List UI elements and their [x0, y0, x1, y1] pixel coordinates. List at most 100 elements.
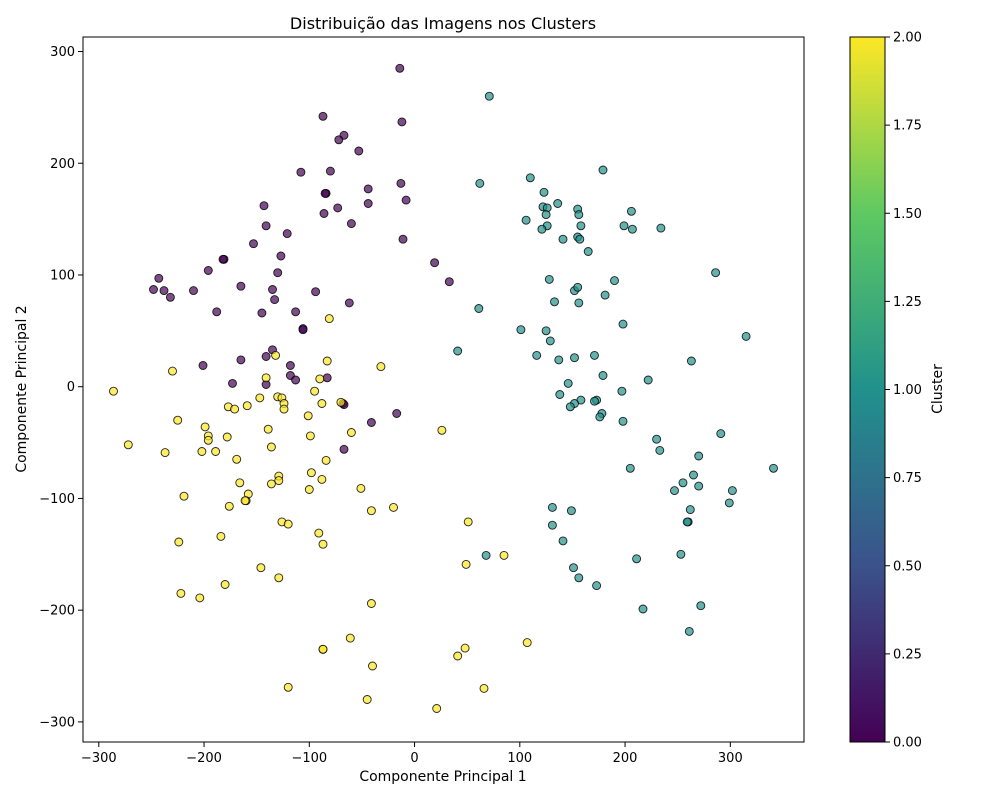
cluster-0-point — [236, 281, 246, 291]
cluster-0-point — [395, 63, 405, 73]
cluster-1-point — [684, 626, 694, 636]
cluster-0-point — [198, 361, 208, 370]
plot-area — [82, 36, 805, 743]
cluster-0-point — [282, 229, 292, 239]
cluster-0-point — [291, 307, 301, 317]
cluster-1-point — [590, 350, 599, 360]
cluster-1-point — [563, 378, 573, 388]
x-tick-label: 300 — [718, 751, 743, 766]
cluster-2-point — [256, 563, 266, 573]
cluster-2-point — [224, 501, 234, 511]
cluster-1-point — [598, 165, 608, 175]
cluster-1-point — [453, 346, 463, 356]
cluster-1-point — [541, 326, 551, 336]
colorbar-tick-label: 1.75 — [893, 119, 922, 134]
cluster-1-point — [685, 505, 695, 515]
cluster-2-point — [315, 374, 325, 384]
cluster-2-point — [195, 593, 205, 603]
cluster-1-point — [689, 470, 698, 480]
x-tick-label: 200 — [613, 751, 638, 766]
cluster-0-point — [397, 117, 407, 127]
cluster-1-point — [570, 353, 579, 363]
y-tick-label: 0 — [67, 380, 75, 395]
cluster-1-point — [544, 274, 554, 284]
cluster-0-point — [249, 239, 258, 249]
cluster-1-point — [670, 486, 679, 496]
cluster-0-point — [392, 409, 402, 418]
cluster-2-point — [271, 350, 281, 360]
cluster-1-point — [598, 371, 608, 380]
cluster-1-point — [583, 247, 593, 256]
cluster-0-point — [334, 135, 344, 145]
cluster-1-point — [574, 573, 584, 583]
cluster-1-point — [682, 517, 692, 527]
colorbar-gradient — [849, 36, 886, 743]
cluster-2-point — [230, 404, 240, 414]
cluster-1-point — [694, 481, 704, 491]
cluster-2-point — [179, 491, 189, 501]
cluster-1-point — [575, 234, 585, 244]
cluster-2-point — [362, 695, 372, 704]
chart-title: Distribuição das Imagens nos Clusters — [290, 14, 596, 33]
cluster-2-point — [461, 559, 471, 569]
cluster-2-point — [437, 425, 447, 435]
cluster-2-point — [274, 476, 284, 486]
cluster-1-point — [481, 550, 491, 560]
colorbar-tick-label: 0.00 — [893, 736, 922, 751]
cluster-2-point — [317, 399, 327, 408]
cluster-1-point — [618, 416, 628, 426]
cluster-0-point — [444, 277, 454, 287]
y-tick-label: 300 — [50, 45, 75, 60]
cluster-0-point — [291, 375, 301, 385]
cluster-2-point — [318, 539, 328, 549]
cluster-0-point — [218, 254, 228, 264]
cluster-1-point — [574, 210, 584, 220]
colorbar: 0.00 0.25 0.50 0.75 1.00 1.25 1.50 1.75 2.00 Clu… — [849, 31, 946, 751]
cluster-2-point — [432, 704, 442, 713]
cluster-2-point — [232, 454, 242, 464]
cluster-1-point — [625, 463, 635, 473]
cluster-0-point — [398, 234, 408, 244]
cluster-2-point — [303, 411, 313, 421]
cluster-0-point — [259, 201, 269, 211]
cluster-0-point — [236, 355, 246, 365]
cluster-2-point — [200, 422, 210, 432]
cluster-1-point — [643, 375, 653, 385]
cluster-2-point — [173, 415, 183, 425]
cluster-0-point — [212, 307, 222, 317]
cluster-1-point — [595, 412, 605, 422]
cluster-2-point — [255, 393, 265, 403]
cluster-1-point — [569, 563, 578, 573]
cluster-1-point — [558, 536, 568, 546]
cluster-1-point — [610, 276, 619, 286]
cluster-0-point — [298, 325, 308, 335]
colorbar-ticks: 0.00 0.25 0.50 0.75 1.00 1.25 1.50 1.75 2.00 — [885, 31, 922, 751]
cluster-1-point — [554, 355, 564, 365]
cluster-2-point — [463, 517, 473, 527]
cluster-2-point — [366, 506, 376, 516]
cluster-1-point — [592, 581, 602, 591]
cluster-0-point — [322, 373, 332, 383]
colorbar-tick-label: 1.50 — [893, 207, 922, 222]
cluster-1-point — [716, 429, 726, 439]
y-tick-label: −200 — [39, 604, 75, 619]
cluster-2-point — [168, 366, 177, 376]
cluster-2-point — [240, 496, 250, 506]
y-axis-label: Componente Principal 2 — [14, 305, 30, 472]
cluster-0-point — [154, 273, 164, 283]
cluster-2-point — [499, 550, 509, 560]
cluster-0-point — [165, 292, 175, 302]
cluster-2-point — [322, 356, 332, 366]
cluster-2-point — [197, 447, 207, 456]
x-axis: −300 −200 −100 0 100 200 300 — [81, 742, 743, 766]
y-tick-label: 100 — [50, 268, 75, 283]
cluster-1-point — [532, 350, 542, 360]
colorbar-tick-label: 0.50 — [893, 559, 922, 574]
cluster-0-point — [159, 286, 169, 296]
cluster-2-point — [389, 502, 398, 512]
cluster-1-point — [656, 223, 666, 233]
cluster-0-point — [319, 209, 329, 218]
cluster-1-point — [676, 549, 686, 559]
cluster-0-point — [339, 444, 349, 454]
